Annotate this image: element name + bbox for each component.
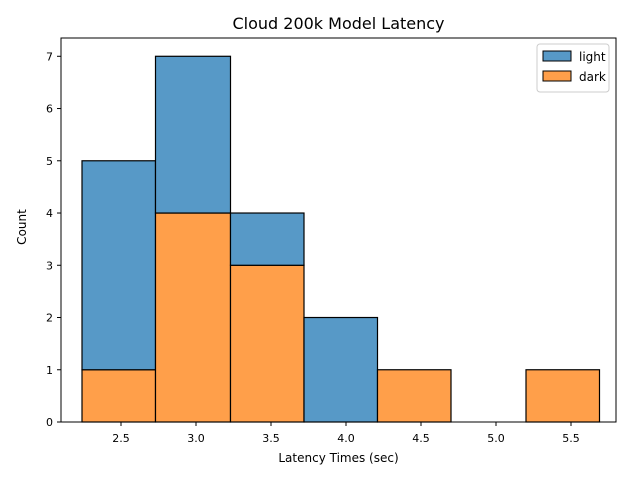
bar-dark-bin-3 [229,264,305,423]
x-tick-label: 5.0 [487,432,505,445]
legend-label-dark: dark [579,70,606,84]
chart-title: Cloud 200k Model Latency [232,14,444,33]
y-tick-label: 0 [46,416,53,429]
x-axis-label: Latency Times (sec) [278,451,398,465]
y-tick-label: 2 [46,312,53,325]
y-tick-label: 4 [46,207,53,220]
y-tick-label: 6 [46,103,53,116]
bar-light-bin-3 [229,212,305,266]
bar-dark-bin-5 [376,369,452,423]
bar-light-bin-4 [303,316,379,423]
y-axis-label: Count [15,209,29,245]
legend-swatch-dark [542,70,572,82]
x-tick-label: 4.0 [337,432,355,445]
axes-layer: 2.5 3.0 3.5 4.0 4.5 5.0 5.5 0 1 2 3 4 5 6 7 [46,37,617,445]
bar-dark-bin-1 [81,369,157,423]
x-tick-label: 5.5 [562,432,580,445]
y-tick-label: 7 [46,50,53,63]
legend-swatch-light [542,50,572,62]
bar-light-bin-1 [81,160,157,371]
plot-frame [60,37,617,423]
bar-dark-bin-7 [525,369,601,423]
y-tick-label: 5 [46,155,53,168]
bar-dark-bin-2 [154,212,232,423]
bars-layer [81,55,601,423]
legend-label-light: light [579,50,606,64]
y-tick-label: 1 [46,364,53,377]
x-tick-label: 2.5 [112,432,130,445]
bar-light-bin-2 [154,55,232,214]
x-tick-label: 3.5 [262,432,280,445]
legend: light dark [536,43,610,93]
x-tick-label: 4.5 [412,432,430,445]
y-tick-label: 3 [46,259,53,272]
x-tick-label: 3.0 [187,432,205,445]
